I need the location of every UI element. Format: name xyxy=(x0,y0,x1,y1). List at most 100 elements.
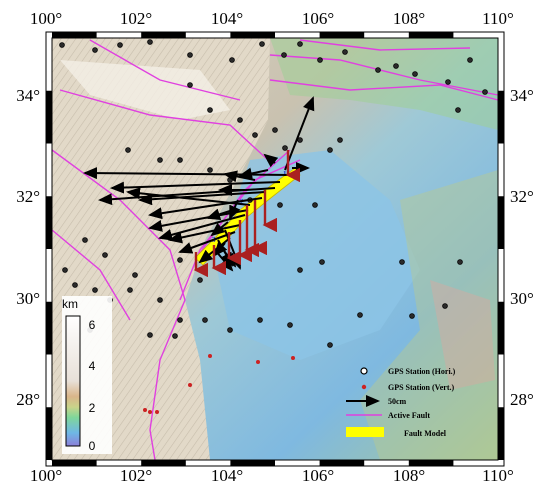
colorbar-unit: km xyxy=(62,297,78,311)
gps-station-marker xyxy=(92,287,98,293)
colorbar-tick: 4 xyxy=(89,359,96,373)
horizontal-arrow xyxy=(138,191,266,206)
gps-station-marker xyxy=(92,47,98,53)
horizontal-arrow xyxy=(263,153,279,168)
legend-item-vert: GPS Station (Vert.) xyxy=(361,383,454,392)
legend-item-model: Fault Model xyxy=(346,427,447,438)
frame-bar xyxy=(498,301,504,355)
frame-bar xyxy=(141,460,186,466)
frame-bar xyxy=(408,32,454,38)
gps-vertical-marker xyxy=(188,383,192,387)
gps-station-marker xyxy=(157,297,163,303)
lon-tick-top: 108° xyxy=(393,9,425,28)
lon-tick-top: 102° xyxy=(120,9,152,28)
horizontal-arrow xyxy=(223,170,256,183)
gps-station-marker xyxy=(277,202,283,208)
gps-station-marker xyxy=(197,277,203,283)
active-faults xyxy=(51,39,499,461)
gps-station-marker xyxy=(445,79,451,85)
frame-bar xyxy=(46,407,52,460)
legend-label: Active Fault xyxy=(388,411,430,420)
frame-bar xyxy=(498,407,504,460)
gps-station-marker xyxy=(117,42,123,48)
frame-bar xyxy=(408,460,454,466)
horizontal-arrow xyxy=(206,208,234,221)
lat-tick-left: 30° xyxy=(16,289,40,308)
gps-station-marker xyxy=(409,313,415,319)
frame-bar xyxy=(46,196,52,249)
legend-item-fault: Active Fault xyxy=(346,411,430,420)
horizontal-arrow xyxy=(284,96,315,171)
gps-station-marker xyxy=(455,107,461,113)
gps-station-marker xyxy=(229,57,235,63)
gps-station-marker xyxy=(257,317,263,323)
vertical-displacement-arrows xyxy=(193,150,300,278)
gps-station-marker xyxy=(482,89,488,95)
gps-station-marker xyxy=(342,49,348,55)
gps-station-marker xyxy=(237,117,243,123)
lon-tick-top: 110° xyxy=(482,9,514,28)
frame-bar xyxy=(52,32,97,38)
frame-bar xyxy=(46,301,52,355)
frame-bar xyxy=(498,90,504,144)
gps-station-marker xyxy=(297,267,303,273)
frame-bar xyxy=(230,460,275,466)
gps-station-marker xyxy=(317,57,323,63)
gps-station-marker xyxy=(399,259,405,265)
gps-station-marker xyxy=(207,167,213,173)
gps-station-marker xyxy=(82,237,88,243)
lat-tick-left: 32° xyxy=(16,187,40,206)
horizontal-arrow xyxy=(178,231,236,254)
lat-tick-right: 32° xyxy=(510,187,534,206)
frame-bar xyxy=(319,460,365,466)
lat-labels-right: 28° 30° 32° 34° xyxy=(510,86,534,409)
lon-tick-bottom: 106° xyxy=(302,466,334,483)
gps-station-marker xyxy=(202,317,208,323)
elevation-colorbar: km 0 2 4 6 xyxy=(62,296,112,454)
lon-labels-bottom: 100° 102° 104° 106° 108° 110° xyxy=(30,466,514,483)
horizontal-arrow xyxy=(229,199,241,220)
gps-station-marker xyxy=(127,287,133,293)
legend-item-hori: GPS Station (Hori.) xyxy=(360,367,456,376)
gps-station-marker xyxy=(442,303,448,309)
lon-tick-bottom: 110° xyxy=(482,466,514,483)
gps-station-marker xyxy=(147,39,153,45)
horizontal-arrow xyxy=(168,224,241,244)
gps-station-marker xyxy=(72,282,78,288)
gps-station-marker xyxy=(259,41,265,47)
lat-tick-right: 30° xyxy=(510,289,534,308)
terrain-background xyxy=(52,38,498,460)
gps-station-marker xyxy=(412,71,418,77)
gps-station-marker xyxy=(62,267,68,273)
frame-bar xyxy=(498,196,504,249)
horizontal-arrow xyxy=(83,167,291,180)
colorbar-tick: 0 xyxy=(89,439,96,453)
lat-labels-left: 28° 30° 32° 34° xyxy=(16,86,40,409)
gps-station-marker xyxy=(393,63,399,69)
gps-station-marker xyxy=(102,252,108,258)
horizontal-arrow xyxy=(148,197,263,220)
gps-station-marker xyxy=(282,145,288,151)
frame-bar xyxy=(230,32,275,38)
lon-tick-top: 104° xyxy=(211,9,243,28)
gps-station-marker xyxy=(177,317,183,323)
gps-vertical-marker xyxy=(143,408,147,412)
gps-station-marker xyxy=(125,147,131,153)
legend-item-arrow: 50cm xyxy=(346,395,407,407)
gps-station-marker xyxy=(467,57,473,63)
gps-station-marker xyxy=(227,327,233,333)
gps-station-marker xyxy=(172,333,178,339)
frame-bar xyxy=(52,460,97,466)
legend-yellow-box-icon xyxy=(346,427,384,437)
gps-station-marker xyxy=(59,42,65,48)
gps-station-marker xyxy=(147,332,153,338)
gps-station-marker xyxy=(272,127,278,133)
colorbar-tick: 6 xyxy=(89,318,96,332)
gps-station-marker xyxy=(375,67,381,73)
lat-tick-left: 28° xyxy=(16,390,40,409)
gps-station-marker xyxy=(177,157,183,163)
horizontal-arrow xyxy=(238,167,269,180)
gps-vertical-marker xyxy=(208,354,212,358)
lon-tick-bottom: 102° xyxy=(120,466,152,483)
gps-station-marker xyxy=(187,82,193,88)
